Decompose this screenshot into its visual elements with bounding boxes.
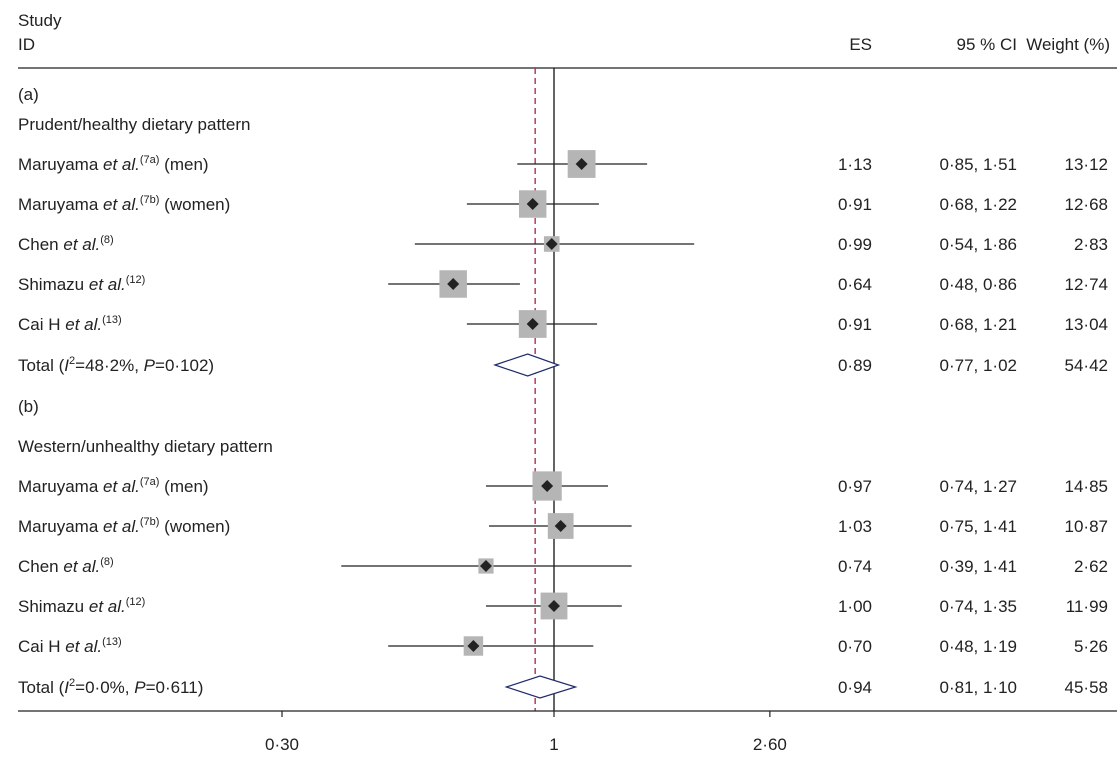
header-ci: 95 % CI: [957, 35, 1017, 54]
study-label: Chen et al.(8): [18, 234, 114, 254]
ci-value: 0·54, 1·86: [940, 235, 1018, 254]
weight-value: 5·26: [1074, 637, 1108, 656]
es-value: 0·70: [838, 637, 872, 656]
header-weight: Weight (%): [1026, 35, 1110, 54]
x-tick-label: 0·30: [265, 735, 299, 754]
es-value: 0·94: [838, 678, 872, 697]
ci-value: 0·68, 1·22: [940, 195, 1018, 214]
ci-value: 0·81, 1·10: [940, 678, 1018, 697]
group-label: Prudent/healthy dietary pattern: [18, 115, 250, 134]
weight-value: 12·74: [1065, 275, 1108, 294]
point-estimate: [447, 278, 460, 290]
point-estimate: [526, 198, 539, 210]
x-tick-label: 2·60: [753, 735, 787, 754]
point-estimate: [541, 480, 554, 492]
weight-value: 11·99: [1066, 597, 1108, 616]
es-value: 0·74: [838, 557, 872, 576]
ci-value: 0·39, 1·41: [940, 557, 1018, 576]
es-value: 0·89: [838, 356, 872, 375]
pooled-diamond: [504, 675, 578, 699]
study-label: Maruyama et al.(7b) (women): [18, 194, 230, 214]
es-value: 0·64: [838, 275, 872, 294]
study-label: Shimazu et al.(12): [18, 274, 145, 294]
study-label: Cai H et al.(13): [18, 636, 122, 656]
header-id: ID: [18, 35, 35, 54]
header-study: Study: [18, 11, 62, 30]
study-label: Chen et al.(8): [18, 556, 114, 576]
ci-value: 0·68, 1·21: [940, 315, 1018, 334]
x-axis: 0·30 1 2·60: [18, 710, 1117, 754]
study-label: Maruyama et al.(7a) (men): [18, 476, 209, 496]
weight-value: 13·04: [1065, 315, 1108, 334]
point-estimate: [479, 560, 492, 572]
rows: (a) Prudent/healthy dietary pattern Maruya…: [18, 85, 1108, 699]
weight-value: 45·58: [1065, 678, 1108, 697]
x-tick-label: 1: [549, 735, 558, 754]
point-estimate: [548, 600, 560, 612]
ci-value: 0·74, 1·27: [940, 477, 1018, 496]
study-label: Maruyama et al.(7b) (women): [18, 516, 230, 536]
point-estimate: [467, 640, 480, 652]
header-es: ES: [849, 35, 872, 54]
es-value: 0·91: [838, 195, 872, 214]
study-label: Shimazu et al.(12): [18, 596, 145, 616]
es-value: 0·91: [838, 315, 872, 334]
point-estimate: [545, 238, 558, 250]
es-value: 0·97: [838, 477, 872, 496]
weight-value: 14·85: [1065, 477, 1108, 496]
weight-value: 13·12: [1065, 155, 1108, 174]
group-label: (a): [18, 85, 39, 104]
es-value: 1·00: [838, 597, 872, 616]
study-label: Cai H et al.(13): [18, 314, 122, 334]
pooled-diamond: [493, 353, 561, 377]
study-label: Maruyama et al.(7a) (men): [18, 154, 209, 174]
total-label: Total (I2=0·0%, P=0·611): [18, 677, 203, 697]
es-value: 1·13: [838, 155, 872, 174]
ci-value: 0·85, 1·51: [940, 155, 1018, 174]
ci-value: 0·48, 0·86: [940, 275, 1018, 294]
point-estimate: [554, 520, 567, 532]
weight-value: 12·68: [1065, 195, 1108, 214]
ci-value: 0·77, 1·02: [940, 356, 1018, 375]
es-value: 0·99: [838, 235, 872, 254]
point-estimate: [575, 158, 588, 170]
total-label: Total (I2=48·2%, P=0·102): [18, 355, 214, 375]
weight-value: 2·62: [1074, 557, 1108, 576]
ci-value: 0·74, 1·35: [940, 597, 1018, 616]
group-label: (b): [18, 397, 39, 416]
weight-value: 10·87: [1065, 517, 1108, 536]
header: Study ID ES 95 % CI Weight (%): [18, 11, 1110, 54]
point-estimate: [526, 318, 539, 330]
weight-value: 2·83: [1074, 235, 1108, 254]
ci-value: 0·48, 1·19: [940, 637, 1018, 656]
weight-value: 54·42: [1065, 356, 1108, 375]
ci-value: 0·75, 1·41: [940, 517, 1018, 536]
group-label: Western/unhealthy dietary pattern: [18, 437, 273, 456]
es-value: 1·03: [838, 517, 872, 536]
